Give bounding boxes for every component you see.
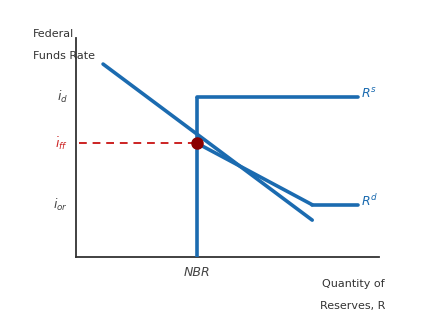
Text: $R^s$: $R^s$ [361,87,377,101]
Text: $\dot{\imath}_{ff}$: $\dot{\imath}_{ff}$ [55,135,68,152]
Text: NBR: NBR [184,266,210,279]
Text: $i_d$: $i_d$ [57,89,68,105]
Text: Quantity of: Quantity of [322,279,385,290]
Text: Federal: Federal [33,29,75,39]
Text: $R^d$: $R^d$ [361,193,378,209]
Text: $i_{or}$: $i_{or}$ [53,197,68,213]
Text: Funds Rate: Funds Rate [33,51,95,61]
Text: Reserves, R: Reserves, R [320,301,385,311]
